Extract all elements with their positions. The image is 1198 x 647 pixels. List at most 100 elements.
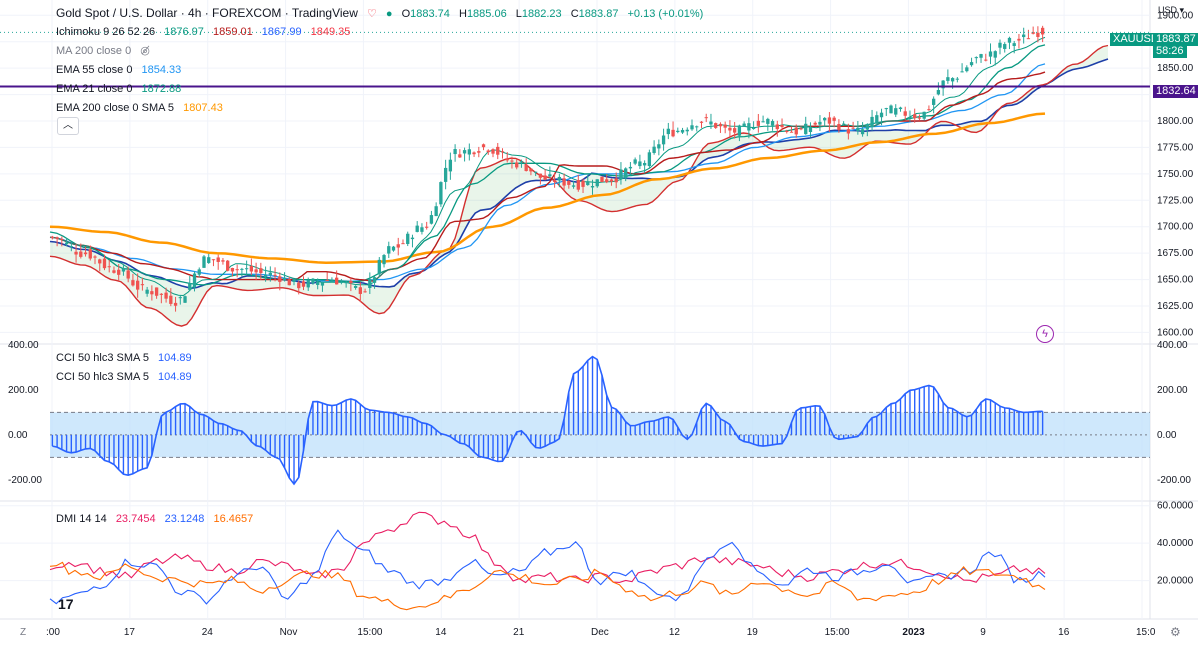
heart-icon[interactable]: ♡ bbox=[366, 8, 377, 20]
ema21-legend[interactable]: EMA 21 close 0 1872.88 bbox=[56, 82, 187, 96]
candle-body bbox=[292, 279, 296, 282]
candle-body bbox=[391, 246, 396, 251]
eye-hidden-icon[interactable]: ◎̸ bbox=[140, 45, 150, 57]
candle-body bbox=[434, 206, 438, 217]
time-tick-label: 12 bbox=[669, 627, 681, 638]
candle-body bbox=[955, 78, 960, 80]
candle-body bbox=[320, 282, 325, 286]
dmi-legend[interactable]: DMI 14 14 23.7454 23.1248 16.4657 bbox=[56, 512, 259, 526]
candle-body bbox=[751, 127, 756, 129]
candle-body bbox=[813, 122, 817, 125]
symbol-title[interactable]: Gold Spot / U.S. Dollar · 4h · FOREXCOM … bbox=[56, 6, 358, 20]
cci2-legend[interactable]: CCI 50 hlc3 SMA 5 104.89 bbox=[56, 370, 198, 384]
candle-body bbox=[903, 111, 907, 116]
candle-body bbox=[382, 255, 386, 265]
dmi-pane[interactable] bbox=[49, 511, 1046, 611]
ema200-legend[interactable]: EMA 200 close 0 SMA 5 1807.43 bbox=[56, 101, 229, 115]
candle-body bbox=[633, 159, 637, 164]
time-tick-label: 21 bbox=[513, 627, 525, 638]
tenkan-line bbox=[49, 36, 1046, 297]
lightning-icon[interactable]: ϟ bbox=[1036, 325, 1054, 343]
candle-body bbox=[998, 42, 1002, 48]
candle-body bbox=[974, 57, 978, 59]
candle-body bbox=[439, 182, 443, 205]
candle-body bbox=[458, 154, 462, 158]
ma200-legend[interactable]: MA 200 close 0 ◎̸ bbox=[56, 44, 156, 58]
candle-body bbox=[93, 256, 97, 258]
hline-price-tag: 1832.64 bbox=[1153, 85, 1198, 98]
candle-body bbox=[273, 274, 277, 276]
candle-body bbox=[860, 129, 865, 135]
candle-body bbox=[282, 277, 287, 281]
candle-body bbox=[486, 150, 490, 153]
candle-body bbox=[443, 167, 448, 182]
candle-body bbox=[79, 251, 83, 257]
candle-body bbox=[917, 117, 922, 119]
candle-body bbox=[875, 115, 879, 124]
header-legend: Gold Spot / U.S. Dollar · 4h · FOREXCOM … bbox=[56, 6, 709, 21]
candle-body bbox=[453, 149, 457, 155]
candle-body bbox=[491, 149, 495, 154]
candle-body bbox=[922, 111, 926, 119]
candle-body bbox=[889, 105, 893, 114]
time-tick-label: 15:00 bbox=[357, 627, 382, 638]
candle-body bbox=[462, 150, 467, 154]
candle-body bbox=[173, 302, 178, 306]
candle-body bbox=[770, 121, 775, 126]
close-label: C bbox=[570, 8, 579, 20]
close-value: 1883.87 bbox=[578, 8, 619, 20]
candle-body bbox=[102, 258, 107, 269]
cci-pane[interactable] bbox=[50, 355, 1150, 486]
candle-body bbox=[898, 107, 903, 110]
candle-body bbox=[211, 259, 216, 261]
collapse-legend-button[interactable]: ︿ bbox=[57, 117, 79, 135]
candle-body bbox=[519, 161, 524, 163]
price-tick-label: 1900.00 bbox=[1157, 10, 1194, 21]
candle-body bbox=[590, 186, 595, 188]
candle-body bbox=[524, 164, 528, 171]
candle-body bbox=[609, 179, 614, 182]
candle-body bbox=[98, 259, 102, 264]
candle-body bbox=[1017, 38, 1021, 41]
candle-body bbox=[150, 291, 154, 295]
zoom-icon[interactable]: Z bbox=[20, 627, 27, 638]
cci-line bbox=[52, 355, 1043, 486]
candle-body bbox=[562, 178, 566, 186]
candle-body bbox=[742, 123, 746, 127]
candle-body bbox=[112, 270, 116, 273]
ichimoku-legend[interactable]: Ichimoku 9 26 52 26 1876.97 1859.01 1867… bbox=[56, 25, 356, 39]
candle-body bbox=[619, 169, 623, 179]
ma200-name: MA 200 close 0 bbox=[56, 45, 132, 57]
candle-body bbox=[372, 277, 377, 283]
price-pane[interactable] bbox=[0, 25, 1150, 327]
time-axis[interactable]: :00 17 24 Nov 15:00 14 21 Dec 12 19 15:00 2023 9 16 15… bbox=[46, 627, 1156, 638]
candle-body bbox=[164, 292, 168, 299]
low-label: L bbox=[515, 8, 522, 20]
currency-label[interactable]: USD ▾ bbox=[1158, 5, 1185, 15]
candle-body bbox=[131, 280, 135, 286]
cci-tick-label-left: 200.00 bbox=[8, 385, 39, 396]
high-value: 1885.06 bbox=[466, 8, 507, 20]
settings-gear-icon[interactable]: ⚙ bbox=[1170, 625, 1181, 639]
cci1-legend[interactable]: CCI 50 hlc3 SMA 5 104.89 bbox=[56, 351, 198, 365]
candle-body bbox=[244, 268, 249, 270]
candle-body bbox=[477, 151, 481, 153]
price-tick-label: 1775.00 bbox=[1157, 142, 1194, 153]
ema55-legend[interactable]: EMA 55 close 0 1854.33 bbox=[56, 63, 187, 77]
candle-body bbox=[330, 280, 334, 283]
candle-body bbox=[510, 160, 514, 162]
candle-body bbox=[1026, 38, 1031, 40]
candle-body bbox=[339, 281, 344, 283]
price-tick-label: 1800.00 bbox=[1157, 116, 1194, 127]
candle-body bbox=[766, 118, 770, 124]
ema55-value: 1854.33 bbox=[141, 64, 182, 76]
candle-body bbox=[363, 291, 367, 293]
candle-body bbox=[988, 51, 993, 57]
candle-body bbox=[600, 176, 604, 183]
candle-body bbox=[931, 98, 936, 105]
candle-body bbox=[1036, 32, 1040, 37]
ichimoku-v2: 1859.01 bbox=[212, 26, 253, 38]
candle-body bbox=[718, 123, 723, 127]
candle-body bbox=[197, 269, 201, 275]
